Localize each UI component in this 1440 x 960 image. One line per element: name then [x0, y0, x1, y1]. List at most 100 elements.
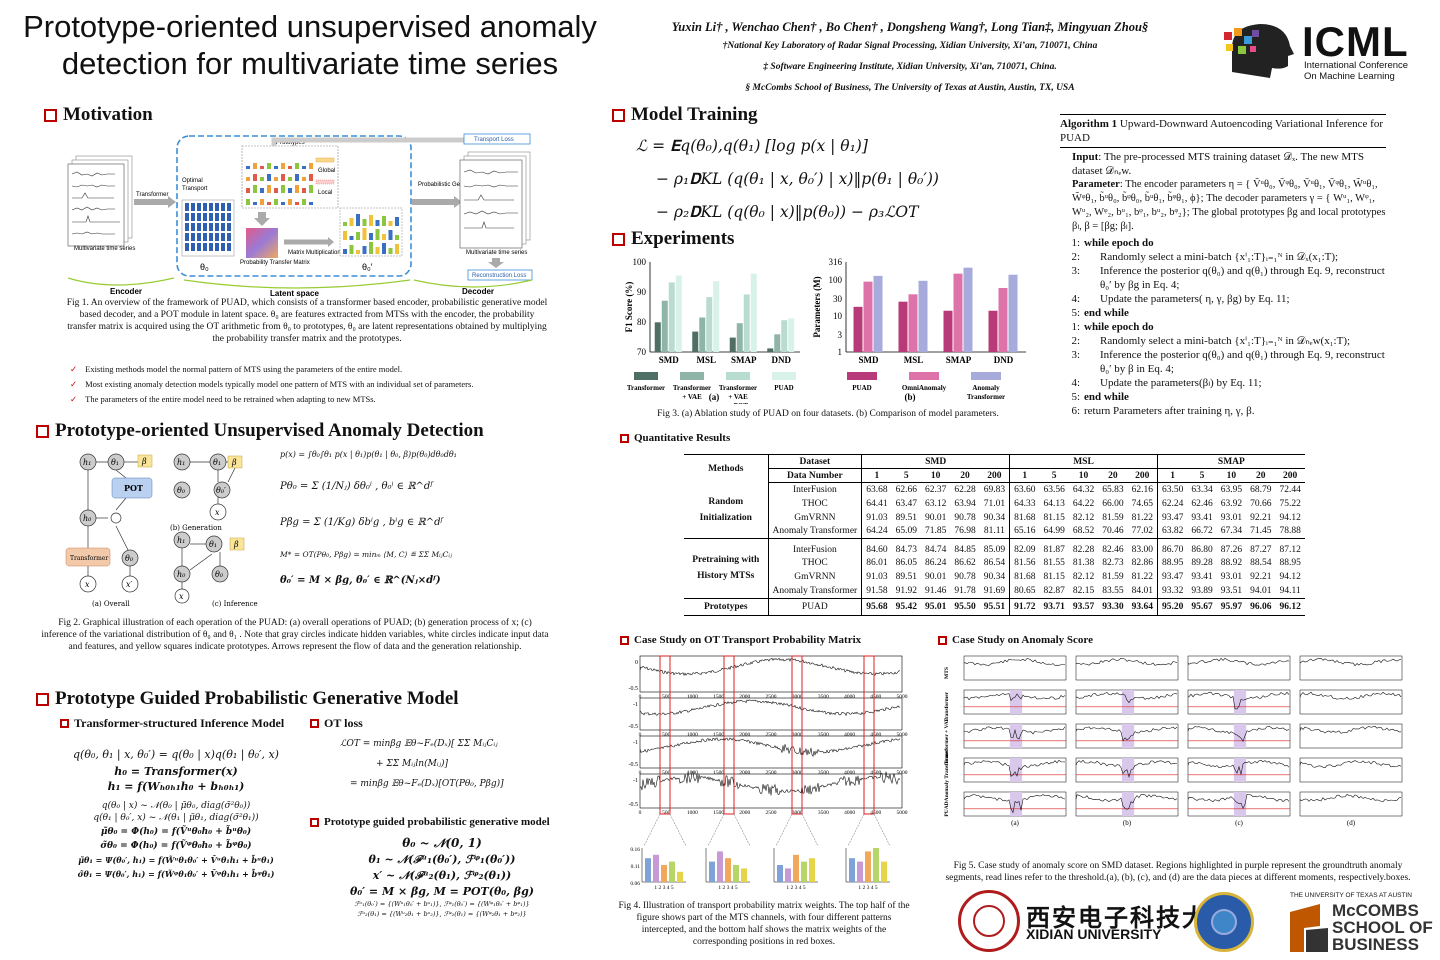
generative-equations: θ₀ ~ 𝒩(0, 1) θ₁ ~ 𝒩(ℱᵘ₁(θ₀′), ℱᵠ₁(θ₀′)) …: [322, 836, 562, 918]
score-cell: 93.47: [1161, 572, 1184, 582]
ts-x-tick: 3500: [818, 770, 829, 776]
node-x: x: [85, 580, 90, 589]
label-transport-loss: Transport Loss: [474, 137, 514, 143]
sub-marker-icon: [620, 433, 629, 443]
score-cell: 84.85: [954, 545, 976, 555]
y-tick-label: 3: [838, 330, 843, 340]
label-mts-input: Multivariate time series: [74, 246, 135, 252]
y-tick-label: 30: [833, 294, 843, 304]
ts-x-tick: 4000: [844, 810, 855, 816]
theta0p-bar: [349, 218, 354, 226]
score-cell: 91.92: [891, 584, 921, 599]
score-cell: 93.47: [1161, 512, 1184, 523]
theta0-cell: [191, 203, 195, 211]
ts-x-tick: 500: [662, 810, 671, 816]
score-cell: 84.01: [1127, 584, 1158, 599]
theta0-cell: [191, 243, 195, 251]
ts-line: [639, 699, 901, 717]
weight-bar: [801, 861, 807, 882]
probability-matrix: [246, 228, 278, 258]
score-cell: 81.55: [1043, 558, 1065, 568]
score-cell: 91.58: [861, 584, 892, 599]
sub-heading: OT loss: [324, 716, 363, 730]
ts-x-tick: 1000: [687, 770, 698, 776]
bar: [661, 300, 668, 352]
bar: [699, 317, 706, 352]
header-number: 200: [1127, 468, 1158, 483]
bar: [998, 287, 1008, 352]
theta0-cell: [209, 213, 213, 221]
header-number: 200: [1275, 468, 1305, 483]
algo-line: 4: Update the parameters(βₗ) by Eq. 11;: [1060, 376, 1386, 390]
highlight-box: [791, 655, 803, 815]
bar: [743, 294, 750, 352]
eq-theta0-prime: θ₀′ = M × βg, θ₀′ ∈ ℝ^(Nⱼ×dᶠ): [280, 575, 441, 586]
theta0-cell: [227, 243, 231, 251]
ts-x-tick: 2500: [766, 770, 777, 776]
weight-y-tick: 0.06: [630, 881, 640, 887]
score-line: [1299, 691, 1402, 700]
score-cell: 86.05: [895, 558, 917, 568]
bar: [713, 281, 720, 352]
score-cell: 89.51: [895, 512, 917, 523]
y-tick-label: 10: [833, 311, 843, 321]
anomaly-region: [1121, 792, 1135, 816]
ts-line: [639, 770, 901, 796]
algo-line-number: 5:: [1071, 391, 1080, 403]
method-name: THOC: [768, 556, 863, 570]
score-cell: 81.68: [1014, 572, 1036, 582]
score-cell: 82.12: [1072, 512, 1095, 523]
algo-line: 2: Randomly select a mini-batch {xⁱ₁:T}ᵢ₌…: [1060, 334, 1386, 348]
prototype-bar: [309, 174, 313, 181]
header-number: 20: [1098, 468, 1128, 483]
x-tick-label: MSL: [904, 355, 924, 365]
score-cell: 94.01: [1246, 584, 1276, 599]
ts-panel: [639, 655, 903, 693]
score-cell: 85.09: [979, 538, 1011, 556]
theta0-cell: [227, 233, 231, 241]
icml-wordmark: ICML: [1302, 18, 1409, 65]
prototype-bar: [253, 202, 257, 205]
score-cell: 71.01: [979, 496, 1011, 511]
score-cell: 63.47: [895, 498, 917, 509]
theta0-cell: [215, 233, 219, 241]
table-proto-row: Prototypes PUAD 95.68 95.42 95.01 95.50 95.51 9…: [684, 598, 1305, 615]
score-cell: 81.38: [1072, 558, 1095, 568]
theta0-cell: [221, 243, 225, 251]
xidian-en-name: XIDIAN UNIVERSITY: [1026, 926, 1162, 942]
theta0p-bar: [356, 250, 360, 254]
theta0-cell: [185, 233, 189, 241]
weight-bar: [717, 851, 723, 882]
theta0-cell: [191, 233, 195, 241]
eq-lot-ot: = minβg 𝔼θ~Fₑ(Dₓ)[OT(Pθ₀, Pβg)]: [350, 779, 504, 789]
table-row: THOC 64.41 63.47 63.12 63.94 71.01 64.33 64.13 6…: [684, 496, 1305, 511]
poster-title: Prototype-oriented unsupervised anomaly …: [23, 9, 597, 81]
score-cell: 81.56: [1014, 558, 1036, 568]
algo-line-text: Randomly select a mini-batch {xⁱ₁:T}ᵢ₌₁ᴺ…: [1100, 251, 1339, 263]
legend-label: PUAD: [852, 384, 871, 392]
score-cell: 63.34: [1191, 484, 1213, 495]
algo-line-number: 6:: [1071, 405, 1080, 417]
sub-marker-icon: [620, 635, 629, 645]
prototype-bars: [246, 163, 313, 205]
fig2-caption: Fig 2. Graphical illustration of each op…: [41, 618, 549, 652]
algorithm-box: Algorithm 1 Upward-Downward Autoencoding…: [1060, 114, 1386, 418]
eq-mu-theta0: μ̃θ₀ = Φ(h₀) = f(Ṽᵘθ₀h₀ + b̃ᵘθ₀): [100, 827, 252, 837]
y-tick-label: 80: [637, 317, 647, 327]
score-cell: 88.54: [1250, 558, 1272, 568]
eq-f2: ℱᵘ₂(θ₁) = {(Wᵘ₂θ₁ + bᵘ₂)}, ℱᵠ₂(θ₁) = {(W…: [357, 910, 527, 918]
algo-line-number: 1:: [1071, 237, 1080, 249]
score-cell: 88.92: [1220, 558, 1243, 568]
sub-inference: Transformer-structured Inference Model: [60, 716, 284, 731]
ts-x-tick: 1500: [713, 732, 724, 738]
ts-x-tick: 1500: [713, 810, 724, 816]
score-cell-best: 95.68: [866, 601, 888, 612]
node-x-b: x: [215, 508, 220, 517]
fig4-caption: Fig 4. Illustration of transport probabi…: [618, 901, 910, 947]
ts-x-tick: 2000: [739, 732, 750, 738]
score-cell: 87.27: [1250, 545, 1272, 555]
method-name: PUAD: [768, 598, 863, 615]
bar: [781, 320, 788, 352]
prototype-bar: [295, 202, 299, 205]
score-cell: 86.54: [979, 556, 1011, 570]
